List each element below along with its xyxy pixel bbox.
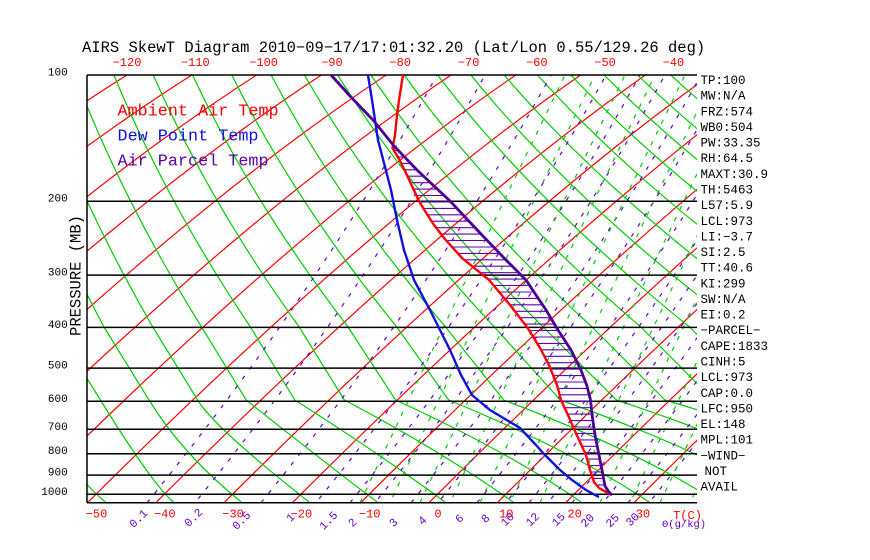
svg-text:−40: −40 <box>154 508 176 522</box>
svg-text:PRESSURE (MB): PRESSURE (MB) <box>68 215 86 336</box>
svg-text:Dew Point Temp: Dew Point Temp <box>118 128 259 147</box>
svg-text:Θ(g/kg): Θ(g/kg) <box>662 519 706 531</box>
svg-text:0: 0 <box>434 508 441 522</box>
svg-text:LCL:973: LCL:973 <box>701 215 754 229</box>
svg-text:CAPE:1833: CAPE:1833 <box>701 340 769 354</box>
svg-text:700: 700 <box>48 422 68 434</box>
svg-text:−20: −20 <box>291 508 313 522</box>
svg-text:300: 300 <box>48 268 68 280</box>
svg-text:NOT: NOT <box>705 465 728 479</box>
svg-text:−110: −110 <box>181 56 210 70</box>
svg-text:400: 400 <box>48 320 68 332</box>
svg-text:800: 800 <box>48 446 68 458</box>
svg-text:−70: −70 <box>458 56 480 70</box>
svg-text:−80: −80 <box>389 56 411 70</box>
svg-text:20: 20 <box>567 508 581 522</box>
svg-text:SI:2.5: SI:2.5 <box>701 246 746 260</box>
svg-text:600: 600 <box>48 394 68 406</box>
svg-text:−PARCEL−: −PARCEL− <box>701 324 761 338</box>
svg-text:LCL:973: LCL:973 <box>701 371 754 385</box>
svg-text:30: 30 <box>636 508 650 522</box>
svg-text:PW:33.35: PW:33.35 <box>701 137 761 151</box>
svg-text:TP:100: TP:100 <box>701 74 746 88</box>
svg-text:WB0:504: WB0:504 <box>701 121 754 135</box>
svg-text:−120: −120 <box>113 56 142 70</box>
svg-text:MPL:101: MPL:101 <box>701 434 754 448</box>
svg-text:900: 900 <box>48 468 68 480</box>
svg-text:1000: 1000 <box>41 487 67 499</box>
svg-text:−10: −10 <box>359 508 381 522</box>
svg-text:CINH:5: CINH:5 <box>701 356 746 370</box>
svg-text:−WIND−: −WIND− <box>701 449 746 463</box>
svg-text:−30: −30 <box>222 508 244 522</box>
svg-text:LFC:950: LFC:950 <box>701 402 754 416</box>
svg-text:RH:64.5: RH:64.5 <box>701 152 754 166</box>
svg-text:L57:5.9: L57:5.9 <box>701 199 754 213</box>
svg-text:AVAIL: AVAIL <box>701 481 739 495</box>
svg-text:−40: −40 <box>663 56 685 70</box>
svg-text:AIRS SkewT Diagram 2010−09−17/: AIRS SkewT Diagram 2010−09−17/17:01:32.2… <box>82 39 705 57</box>
svg-text:−60: −60 <box>526 56 548 70</box>
svg-text:Air Parcel Temp: Air Parcel Temp <box>118 153 269 172</box>
svg-text:KI:299: KI:299 <box>701 277 746 291</box>
svg-text:−50: −50 <box>86 508 108 522</box>
svg-text:100: 100 <box>48 68 68 80</box>
svg-text:SW:N/A: SW:N/A <box>701 293 747 307</box>
svg-text:EL:148: EL:148 <box>701 418 746 432</box>
svg-text:10: 10 <box>499 508 513 522</box>
svg-text:−100: −100 <box>249 56 278 70</box>
svg-text:−90: −90 <box>321 56 343 70</box>
svg-text:FRZ:574: FRZ:574 <box>701 105 754 119</box>
svg-text:200: 200 <box>48 194 68 206</box>
svg-text:Ambient Air Temp: Ambient Air Temp <box>118 103 279 122</box>
svg-text:−50: −50 <box>594 56 616 70</box>
svg-text:TH:5463: TH:5463 <box>701 184 754 198</box>
svg-text:500: 500 <box>48 361 68 373</box>
svg-text:MAXT:30.9: MAXT:30.9 <box>701 168 769 182</box>
svg-text:EI:0.2: EI:0.2 <box>701 309 746 323</box>
svg-text:T(C): T(C) <box>673 509 702 523</box>
svg-text:CAP:0.0: CAP:0.0 <box>701 387 754 401</box>
svg-text:TT:40.6: TT:40.6 <box>701 262 754 276</box>
svg-text:MW:N/A: MW:N/A <box>701 90 747 104</box>
svg-text:LI:−3.7: LI:−3.7 <box>701 230 754 244</box>
